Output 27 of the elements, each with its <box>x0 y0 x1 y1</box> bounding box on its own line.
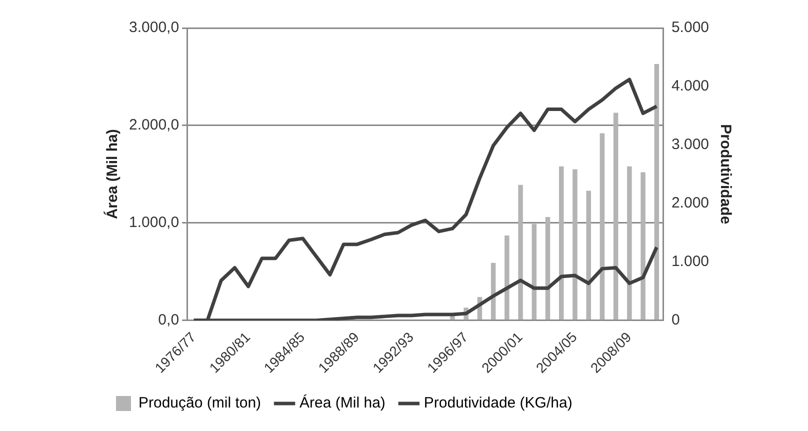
y2-tick-label: 3.000 <box>671 136 710 154</box>
bar <box>586 190 591 320</box>
bar <box>545 217 550 320</box>
bar <box>518 184 523 320</box>
bar <box>558 166 564 320</box>
y2-tick-label: 2.000 <box>671 194 710 212</box>
y2-tick-label: 0 <box>671 311 680 328</box>
y-tick-label: 3.000,0 <box>129 19 180 36</box>
y2-axis-title: Produtividade <box>716 124 734 224</box>
y-tick-label: 2.000,0 <box>129 116 180 134</box>
y2-tick-label: 4.000 <box>671 78 710 95</box>
bar <box>572 169 578 320</box>
y2-tick-label: 1.000 <box>671 253 710 270</box>
bar <box>504 236 510 320</box>
bar <box>627 166 632 320</box>
y-tick-label: 1.000,0 <box>129 214 180 232</box>
y-tick-label: 0,0 <box>158 311 180 328</box>
y2-tick-label: 5.000 <box>671 19 710 36</box>
legend-label: Área (Mil ha) <box>300 394 386 412</box>
y-axis-title: Área (Mil ha) <box>103 129 122 220</box>
bar <box>640 172 646 320</box>
bar <box>532 224 537 320</box>
bar <box>600 133 605 320</box>
bar <box>654 64 660 320</box>
legend-label: Produção (mil ton) <box>138 394 262 412</box>
legend-label: Produtividade (KG/ha) <box>424 394 572 412</box>
bar <box>613 112 618 320</box>
